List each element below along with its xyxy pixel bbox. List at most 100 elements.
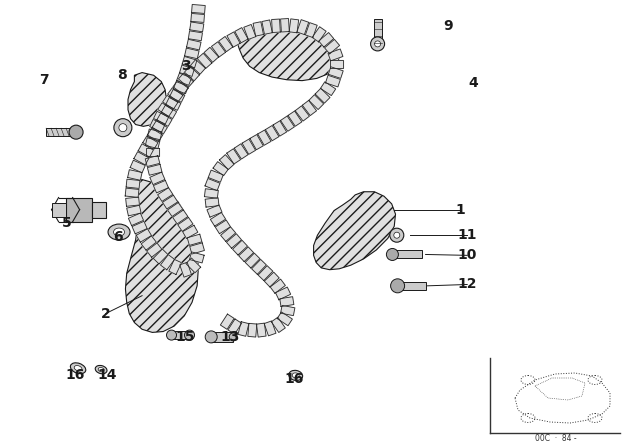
Polygon shape — [147, 128, 163, 142]
Polygon shape — [253, 22, 264, 36]
Polygon shape — [211, 212, 226, 226]
Polygon shape — [280, 297, 294, 306]
Text: 7: 7 — [38, 73, 49, 87]
Polygon shape — [145, 138, 160, 148]
Polygon shape — [208, 170, 223, 182]
Text: 2: 2 — [100, 306, 111, 321]
Polygon shape — [215, 220, 230, 234]
Polygon shape — [309, 95, 324, 109]
Polygon shape — [319, 33, 333, 47]
Polygon shape — [264, 321, 276, 336]
Polygon shape — [126, 179, 140, 189]
Polygon shape — [257, 323, 266, 337]
Text: 10: 10 — [458, 248, 477, 263]
Polygon shape — [207, 205, 222, 217]
Polygon shape — [145, 155, 160, 167]
Circle shape — [229, 333, 237, 341]
Polygon shape — [161, 254, 175, 270]
Polygon shape — [168, 88, 183, 102]
Polygon shape — [125, 179, 198, 332]
Polygon shape — [189, 243, 204, 254]
Polygon shape — [328, 67, 343, 78]
Text: 15: 15 — [176, 330, 195, 344]
Polygon shape — [153, 249, 168, 264]
Polygon shape — [264, 272, 279, 287]
Polygon shape — [237, 27, 339, 81]
Ellipse shape — [95, 366, 107, 374]
Polygon shape — [184, 66, 200, 81]
Polygon shape — [173, 210, 188, 224]
Polygon shape — [136, 229, 152, 242]
Text: 8: 8 — [116, 68, 127, 82]
Polygon shape — [258, 130, 271, 145]
Polygon shape — [128, 73, 166, 126]
Polygon shape — [204, 189, 218, 198]
Text: 1: 1 — [456, 202, 466, 217]
Circle shape — [374, 41, 381, 47]
Polygon shape — [157, 188, 173, 202]
Polygon shape — [302, 100, 317, 116]
Polygon shape — [66, 198, 92, 222]
Polygon shape — [130, 160, 145, 173]
Polygon shape — [127, 205, 141, 216]
Circle shape — [371, 37, 385, 51]
Polygon shape — [152, 121, 168, 134]
Polygon shape — [154, 181, 168, 193]
Ellipse shape — [289, 370, 303, 380]
Polygon shape — [187, 39, 201, 50]
Text: 9: 9 — [443, 19, 453, 33]
Polygon shape — [177, 73, 191, 85]
Polygon shape — [125, 188, 139, 198]
Polygon shape — [132, 221, 147, 234]
Polygon shape — [297, 20, 308, 34]
Circle shape — [205, 331, 217, 343]
Polygon shape — [182, 56, 197, 68]
Polygon shape — [262, 20, 272, 34]
Polygon shape — [161, 105, 177, 119]
Polygon shape — [186, 258, 201, 273]
Polygon shape — [248, 323, 257, 337]
Polygon shape — [188, 31, 202, 41]
Polygon shape — [180, 65, 195, 77]
Polygon shape — [273, 121, 287, 136]
Ellipse shape — [74, 366, 82, 371]
Polygon shape — [295, 106, 309, 121]
Circle shape — [390, 228, 404, 242]
Circle shape — [114, 119, 132, 137]
Polygon shape — [143, 136, 158, 150]
Polygon shape — [227, 234, 241, 248]
Polygon shape — [250, 134, 263, 150]
Text: 14: 14 — [98, 368, 117, 383]
Polygon shape — [204, 47, 219, 62]
Polygon shape — [125, 197, 140, 207]
Polygon shape — [52, 202, 66, 217]
Polygon shape — [312, 27, 326, 42]
Polygon shape — [330, 60, 343, 68]
Polygon shape — [92, 202, 106, 218]
Polygon shape — [235, 28, 248, 43]
Text: 16: 16 — [66, 368, 85, 383]
Polygon shape — [168, 202, 183, 216]
Polygon shape — [138, 144, 154, 157]
Polygon shape — [189, 22, 204, 32]
Polygon shape — [150, 172, 165, 185]
Polygon shape — [245, 253, 260, 268]
Polygon shape — [315, 88, 330, 103]
Polygon shape — [157, 113, 172, 126]
Polygon shape — [270, 279, 285, 293]
Ellipse shape — [292, 373, 299, 378]
Polygon shape — [197, 53, 212, 68]
Circle shape — [390, 279, 404, 293]
Circle shape — [387, 249, 398, 260]
Polygon shape — [147, 164, 162, 175]
Polygon shape — [244, 25, 256, 39]
Polygon shape — [127, 170, 142, 180]
Polygon shape — [228, 319, 242, 334]
Polygon shape — [180, 262, 191, 277]
Polygon shape — [147, 129, 162, 140]
Ellipse shape — [70, 363, 86, 374]
Polygon shape — [271, 19, 280, 33]
Polygon shape — [324, 39, 340, 54]
Polygon shape — [321, 82, 336, 95]
Polygon shape — [392, 250, 422, 258]
